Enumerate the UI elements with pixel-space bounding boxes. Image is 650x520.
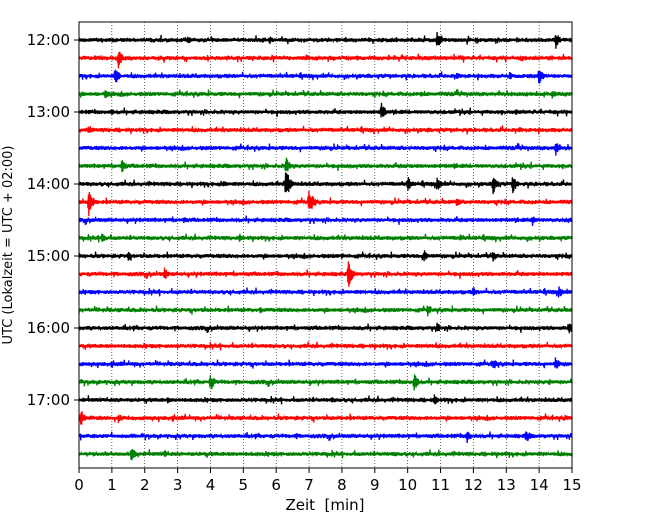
trace-1300 [78,102,573,118]
trace-1215 [78,51,573,69]
trace-1715 [78,411,573,425]
trace-1315 [78,125,573,135]
x-tick-label: 1 [107,476,117,494]
trace-1415 [78,190,573,217]
y-tick-label: 17:00 [27,391,70,409]
trace-1745 [78,448,573,461]
trace-1530 [78,286,573,298]
x-tick-label: 2 [140,476,150,494]
x-tick-label: 8 [337,476,347,494]
trace-1230 [78,69,573,84]
y-axis: 12:00 13:00 14:00 15:00 16:00 17:00 [27,31,79,409]
trace-1630 [78,357,573,369]
trace-1645 [78,374,573,391]
x-axis: 0 1 2 3 4 5 6 7 8 9 10 11 12 13 14 15 [74,468,582,494]
x-tick-label: 13 [497,476,516,494]
trace-1500 [78,250,573,262]
trace-1345 [78,157,573,173]
trace-1545 [78,305,573,317]
trace-1245 [78,89,573,99]
x-tick-label: 11 [431,476,450,494]
trace-1615 [78,341,573,351]
x-axis-label: Zeit [min] [285,496,364,514]
trace-1515 [78,261,573,287]
trace-1600 [78,322,573,334]
x-tick-label: 4 [206,476,216,494]
x-tick-label: 6 [271,476,281,494]
x-tick-label: 10 [398,476,417,494]
x-tick-label: 3 [173,476,183,494]
x-tick-label: 7 [304,476,314,494]
y-tick-label: 14:00 [27,175,70,193]
x-tick-label: 0 [74,476,84,494]
trace-group [78,31,573,461]
trace-1730 [78,431,573,444]
y-axis-label: UTC (Lokalzeit = UTC + 02:00) [1,146,16,345]
trace-1200 [78,31,573,49]
y-tick-label: 12:00 [27,31,70,49]
trace-1445 [78,233,573,243]
y-tick-label: 16:00 [27,319,70,337]
trace-1700 [78,394,573,405]
trace-1430 [78,215,573,227]
vertical-gridlines [111,22,540,468]
trace-1330 [78,143,573,156]
x-tick-label: 12 [464,476,483,494]
y-tick-label: 15:00 [27,247,70,265]
trace-1400 [78,172,573,195]
y-tick-label: 13:00 [27,103,70,121]
plot-frame [78,21,573,469]
x-tick-label: 14 [530,476,549,494]
x-tick-label: 5 [239,476,249,494]
x-tick-label: 9 [370,476,380,494]
x-tick-label: 15 [562,476,581,494]
